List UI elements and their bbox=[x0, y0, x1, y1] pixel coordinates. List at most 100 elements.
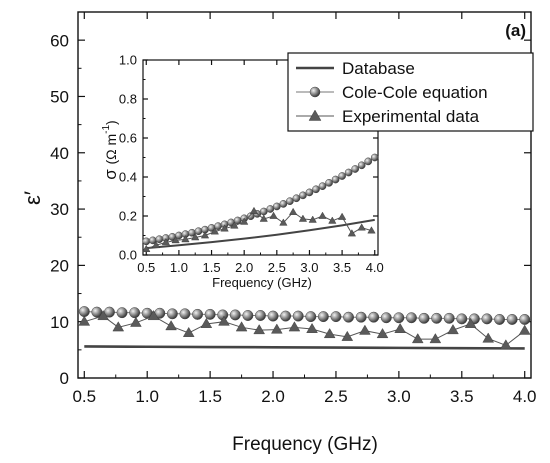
main-triangle-marker bbox=[500, 339, 512, 350]
main-triangle-marker bbox=[429, 333, 442, 344]
main-x-tick-label: 3.0 bbox=[387, 387, 411, 406]
main-sphere-marker bbox=[355, 311, 367, 323]
inset-sphere-marker bbox=[344, 168, 353, 177]
legend-label: Database bbox=[342, 59, 415, 78]
main-triangle-marker bbox=[411, 333, 424, 344]
legend-sphere-marker bbox=[309, 86, 321, 98]
main-y-tick-label: 10 bbox=[50, 313, 69, 332]
inset-series-database bbox=[146, 218, 375, 250]
inset-y-tick-label: 1.0 bbox=[119, 53, 137, 68]
inset-triangle-marker bbox=[357, 223, 366, 231]
inset-triangle-marker bbox=[367, 226, 376, 234]
main-y-tick-label: 30 bbox=[50, 200, 69, 219]
inset-sphere-marker bbox=[266, 205, 275, 213]
inset-triangle-marker bbox=[308, 215, 317, 223]
inset-sphere-marker bbox=[351, 165, 360, 173]
main-triangle-marker bbox=[182, 326, 195, 337]
inset-triangle-marker bbox=[220, 224, 229, 232]
main-sphere-marker bbox=[255, 310, 266, 321]
inset-sphere-marker bbox=[357, 161, 366, 170]
legend-triangle-marker bbox=[308, 109, 322, 121]
legend: Database Cole-Cole equation Experimental d… bbox=[287, 52, 534, 132]
inset-x-tick-label: 1.0 bbox=[170, 260, 188, 275]
main-y-tick-label: 60 bbox=[50, 31, 69, 50]
inset-triangle-marker bbox=[269, 211, 278, 219]
inset-sphere-marker bbox=[325, 179, 333, 187]
inset-y-tick-label: 0.2 bbox=[119, 209, 137, 224]
inset-x-tick-label: 3.5 bbox=[333, 260, 351, 275]
inset-y-tick-label: 0.8 bbox=[119, 92, 137, 107]
main-sphere-marker bbox=[494, 313, 505, 325]
main-series-cole-cole-equation bbox=[78, 306, 531, 325]
main-sphere-marker bbox=[406, 312, 417, 324]
inset-x-tick-label: 3.0 bbox=[300, 260, 318, 275]
inset-x-tick-label: 1.5 bbox=[203, 260, 221, 275]
main-sphere-marker bbox=[204, 308, 216, 320]
main-triangle-marker bbox=[447, 324, 459, 335]
inset-triangle-marker bbox=[161, 238, 170, 246]
main-triangle-marker bbox=[130, 316, 142, 327]
inset-sphere-marker bbox=[318, 182, 327, 191]
main-triangle-marker bbox=[112, 321, 125, 332]
main-y-tick-label: 0 bbox=[60, 369, 69, 388]
inset-triangle-marker bbox=[142, 244, 151, 252]
inset-triangle-marker bbox=[210, 227, 219, 235]
main-x-axis-label: Frequency (GHz) bbox=[232, 434, 378, 455]
main-sphere-marker bbox=[380, 312, 392, 324]
inset-triangle-marker bbox=[249, 206, 259, 214]
inset-triangle-marker bbox=[328, 216, 337, 224]
inset-triangle-marker bbox=[347, 229, 356, 237]
inset-sphere-marker bbox=[331, 175, 340, 184]
main-triangle-marker bbox=[518, 324, 531, 335]
inset-y-tick-label: 0.0 bbox=[119, 248, 137, 263]
main-sphere-marker bbox=[519, 313, 531, 325]
inset-y-axis-label: σ (Ω m-1) bbox=[101, 120, 120, 179]
main-sphere-marker bbox=[343, 311, 354, 323]
main-triangle-marker bbox=[482, 332, 494, 343]
main-series-experimental-data bbox=[78, 310, 531, 350]
inset-triangle-marker bbox=[318, 211, 327, 219]
main-sphere-marker bbox=[192, 308, 203, 320]
main-triangle-marker bbox=[394, 322, 406, 333]
main-sphere-marker bbox=[418, 312, 430, 324]
inset-triangle-marker bbox=[289, 207, 298, 215]
main-x-tick-label: 4.0 bbox=[513, 387, 537, 406]
main-sphere-marker bbox=[292, 310, 304, 322]
main-sphere-marker bbox=[393, 312, 405, 324]
inset-triangle-marker bbox=[151, 240, 161, 249]
inset-y-tick-label: 0.4 bbox=[119, 170, 137, 185]
inset-sphere-marker bbox=[364, 157, 373, 166]
chart-text: (a) Frequency (GHz) ε′ Frequency (GHz) σ (Ω … bbox=[20, 21, 526, 455]
main-x-tick-label: 2.5 bbox=[324, 387, 348, 406]
inset-triangle-marker bbox=[259, 214, 268, 222]
inset-sphere-marker bbox=[286, 197, 294, 206]
inset-y-tick-label: 0.6 bbox=[119, 131, 137, 146]
legend-label: Experimental data bbox=[342, 107, 480, 126]
inset-triangle-marker bbox=[230, 221, 239, 229]
main-triangle-marker bbox=[359, 324, 371, 335]
main-x-tick-label: 3.5 bbox=[450, 387, 474, 406]
main-triangle-marker bbox=[323, 328, 336, 339]
inset-triangle-marker bbox=[191, 233, 200, 241]
main-x-tick-label: 0.5 bbox=[72, 387, 96, 406]
main-triangle-marker bbox=[97, 310, 109, 321]
inset-sphere-marker bbox=[272, 202, 281, 211]
main-sphere-marker bbox=[506, 313, 518, 325]
panel-label: (a) bbox=[505, 21, 526, 40]
main-triangle-marker bbox=[376, 328, 389, 339]
main-sphere-marker bbox=[305, 311, 317, 323]
inset-series-experimental-data bbox=[142, 206, 376, 252]
main-triangle-marker bbox=[147, 310, 160, 321]
main-triangle-marker bbox=[464, 317, 477, 328]
main-triangle-marker bbox=[78, 315, 91, 326]
inset-sphere-marker bbox=[194, 227, 203, 236]
inset-triangle-marker bbox=[200, 231, 210, 239]
inset-y-label-symbol: σ bbox=[101, 165, 120, 180]
main-triangle-marker bbox=[288, 321, 301, 332]
main-sphere-marker bbox=[229, 309, 241, 321]
main-x-tick-label: 1.0 bbox=[135, 387, 159, 406]
main-triangle-marker bbox=[271, 323, 283, 334]
main-triangle-marker bbox=[253, 324, 265, 335]
inset-series-cole-cole-equation bbox=[142, 153, 379, 246]
